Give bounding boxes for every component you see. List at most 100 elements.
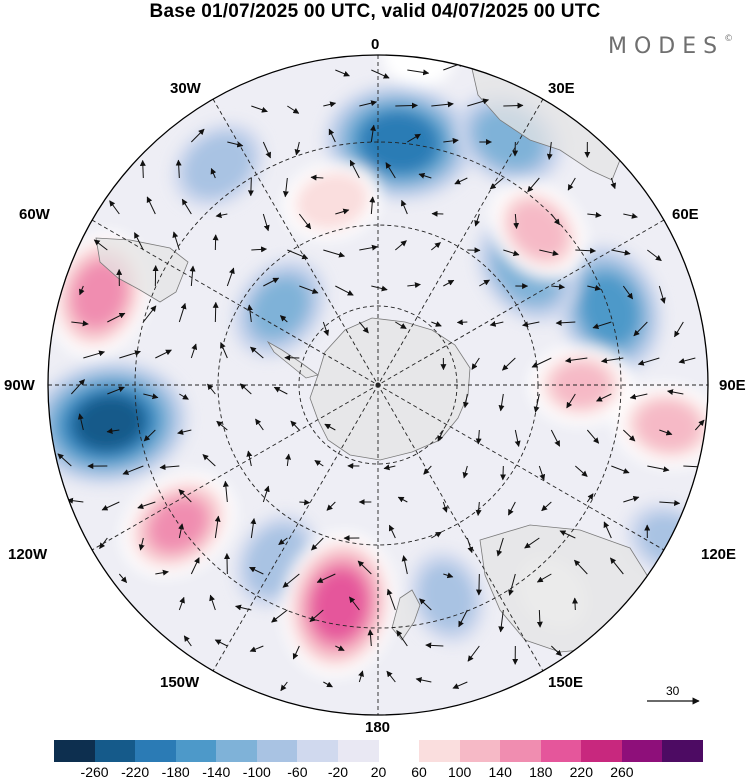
map-boundary [47,54,709,716]
wind-vector [263,277,280,287]
wind-vector [207,383,216,395]
wind-vector [143,429,156,442]
wind-vector [527,177,540,193]
colorbar-tick-label: -220 [121,764,150,780]
wind-vector [359,244,379,251]
wind-vector [474,213,480,227]
colorbar-tick-label: -60 [287,764,308,780]
lon-label-150e: 150E [548,674,584,691]
wind-vector [622,285,634,300]
wind-vector [508,573,516,596]
wind-vector [177,429,192,435]
wind-vector [299,285,319,294]
colorbar-tick-label: 60 [411,764,427,780]
wind-vector [603,521,612,539]
south-pole-marker [375,382,381,388]
wind-vector [536,609,543,628]
wind-vector [77,413,84,431]
colorbar-tick-label: 220 [569,764,593,780]
wind-vector [418,172,432,179]
lon-label-0: 0 [371,36,380,53]
wind-vector [575,465,588,477]
anomaly-contour [365,115,434,169]
brand-name: MODES [608,34,725,59]
wind-vector [415,677,432,683]
wind-vector [400,199,408,215]
wind-vector [358,321,369,334]
wind-vector [83,350,106,359]
wind-vector [564,357,588,364]
wind-vector [226,267,235,287]
wind-vector [610,177,617,190]
wind-vector [335,69,350,77]
wind-vector [214,515,221,539]
wind-vector [262,485,270,503]
anomaly-contour [254,281,306,336]
wind-vector [454,177,468,185]
wind-vector [282,573,300,588]
colorbar-cell [216,740,257,762]
colorbar-tick-label: 260 [610,764,634,780]
anomaly-contour [191,140,246,190]
wind-vector [498,609,505,633]
wind-vector [326,501,336,511]
wind-vector [443,137,459,144]
anomaly-contour [512,203,565,257]
wind-vector [442,501,448,513]
wind-vector [190,557,200,575]
wind-vector [566,393,576,409]
wind-vector [359,100,378,107]
wind-vector [181,198,192,215]
wind-vector [220,341,228,359]
wind-vector [202,454,216,467]
anomaly-contour [74,395,144,451]
wind-vector [249,645,264,653]
wind-vector [503,249,520,257]
wind-vector [587,211,602,218]
wind-vector [658,285,666,304]
lon-label-150w: 150W [160,674,200,691]
lon-label-120w: 120W [8,546,48,563]
antarctic-peninsula [266,340,319,379]
wind-vector [587,285,602,291]
wind-vector [431,242,441,251]
wind-vector [388,524,396,539]
wind-vector [175,159,182,179]
colorbar-tick-label: 140 [488,764,512,780]
wind-vector [574,559,588,575]
wind-vector [280,681,288,692]
wind-vector [431,321,442,327]
wind-vector [322,321,330,337]
wind-vector [255,418,264,431]
wind-vector [503,102,524,109]
wind-vector [467,645,480,662]
wind-vector [611,249,631,256]
wind-vector [279,315,288,323]
wind-vector [314,460,324,467]
wind-vector [395,240,407,251]
wind-vector [395,102,418,109]
anomaly-contour [638,402,698,449]
wind-vector [143,393,159,400]
wind-vector [572,597,579,611]
wind-vector [137,501,156,510]
wind-vector [222,480,229,503]
wind-vector [287,105,300,114]
wind-vector [316,573,336,583]
wind-vector [294,141,301,156]
wind-vector [462,465,469,479]
wind-vector [407,133,421,143]
wind-vector [71,320,89,327]
wind-vector [101,501,120,511]
brand-mark: © [724,34,734,44]
wind-vector [358,670,364,683]
wind-vector [647,249,662,262]
colorbar-cell [54,740,95,762]
wind-vector [178,596,185,611]
wind-vector [667,389,684,395]
wind-vector [659,429,673,436]
wind-vector [452,681,468,689]
wind-vector [349,596,360,611]
wind-vector [367,629,374,647]
wind-vector [397,496,408,503]
